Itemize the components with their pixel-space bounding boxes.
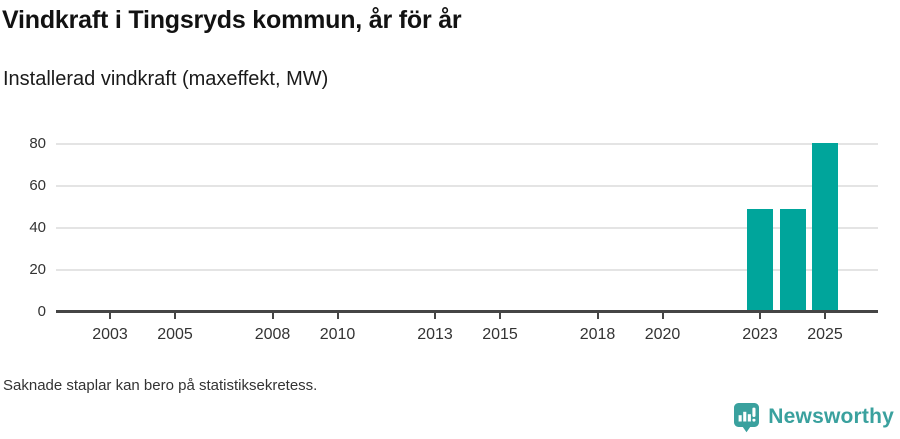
x-axis-tick-2010 (336, 313, 339, 319)
x-axis-line (56, 310, 878, 313)
x-axis-tick-label: 2003 (92, 326, 128, 343)
gridline-y-60 (56, 185, 878, 187)
x-axis-tick-label: 2018 (579, 326, 616, 343)
x-axis-tick-label: 2020 (644, 326, 681, 343)
x-axis-tick-2025 (824, 313, 826, 319)
x-axis-tick-2005 (174, 313, 176, 319)
x-axis-tick-2018 (596, 313, 599, 319)
x-axis-tick-2015 (499, 313, 501, 319)
y-axis-tick-label: 20 (29, 261, 46, 278)
gridline-y-40 (56, 227, 878, 229)
bar-2023 (747, 209, 773, 312)
chart-footnote: Saknade staplar kan bero på statistiksek… (3, 377, 318, 394)
x-axis-tick-label: 2005 (157, 326, 193, 343)
x-axis-tick-label: 2010 (319, 326, 356, 343)
x-axis-tick-label: 2023 (742, 326, 778, 343)
x-axis-tick-label: 2008 (254, 326, 291, 343)
newsworthy-logo-icon (733, 402, 760, 433)
x-axis-tick-label: 2025 (807, 326, 843, 343)
x-axis-tick-2023 (759, 313, 761, 319)
y-axis-tick-label: 40 (29, 219, 46, 236)
chart-subtitle: Installerad vindkraft (maxeffekt, MW) (3, 68, 329, 90)
y-axis-tick-label: 60 (29, 177, 46, 194)
x-axis-tick-label: 2013 (417, 326, 453, 343)
bar-2024 (779, 209, 806, 312)
x-axis-tick-2008 (271, 313, 274, 319)
chart-title: Vindkraft i Tingsryds kommun, år för år (2, 6, 462, 34)
bar-2025 (812, 143, 838, 312)
x-axis-tick-2020 (661, 313, 664, 319)
x-axis-tick-2013 (434, 313, 436, 319)
x-axis-tick-label: 2015 (482, 326, 518, 343)
gridline-y-20 (56, 269, 878, 271)
x-axis-tick-2003 (109, 313, 111, 319)
newsworthy-logo-text: Newsworthy (768, 405, 894, 428)
newsworthy-logo: Newsworthy (733, 401, 894, 433)
y-axis-tick-label: 80 (29, 135, 46, 152)
gridline-y-80 (56, 143, 878, 145)
y-axis-tick-label: 0 (37, 303, 46, 320)
